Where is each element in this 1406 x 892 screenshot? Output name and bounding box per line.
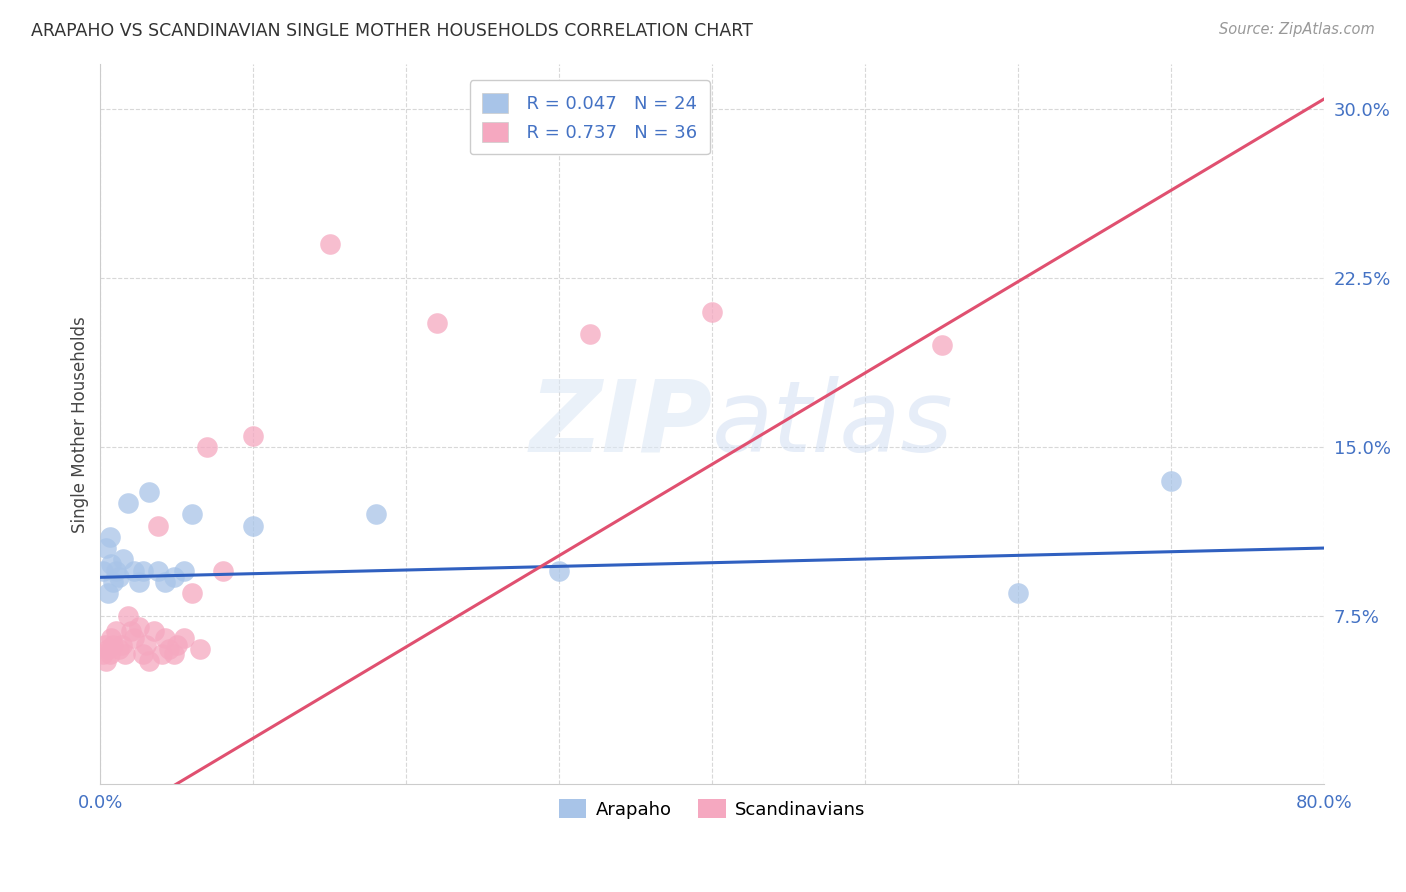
Point [1160,474,1182,488]
Point [107,570,129,584]
Point [101,574,124,589]
Point [111,638,134,652]
Point [700,304,723,318]
Legend: Arapaho, Scandinavians: Arapaho, Scandinavians [553,791,872,826]
Point [98,647,121,661]
Point [96,654,118,668]
Point [426,316,449,330]
Y-axis label: Single Mother Households: Single Mother Households [72,316,89,533]
Point [104,624,127,639]
Point [138,654,160,668]
Point [98,530,121,544]
Point [132,564,155,578]
Point [173,564,195,578]
Point [148,564,170,578]
Point [242,428,264,442]
Point [548,564,571,578]
Point [100,631,122,645]
Point [93,564,115,578]
Point [197,440,219,454]
Point [166,638,188,652]
Point [153,631,176,645]
Point [150,647,173,661]
Point [112,552,135,566]
Point [122,564,145,578]
Point [319,237,342,252]
Point [163,570,186,584]
Point [173,631,195,645]
Point [188,642,211,657]
Point [153,574,176,589]
Point [120,624,142,639]
Point [242,518,264,533]
Point [157,642,180,657]
Point [578,327,600,342]
Point [128,574,150,589]
Point [142,624,165,639]
Point [181,586,204,600]
Text: ARAPAHO VS SCANDINAVIAN SINGLE MOTHER HOUSEHOLDS CORRELATION CHART: ARAPAHO VS SCANDINAVIAN SINGLE MOTHER HO… [31,22,752,40]
Point [117,608,139,623]
Point [94,638,117,652]
Point [135,638,157,652]
Text: atlas: atlas [711,376,953,473]
Point [132,647,155,661]
Point [93,647,115,661]
Point [931,338,953,352]
Point [100,557,122,571]
Point [163,647,186,661]
Point [1007,586,1029,600]
Point [104,564,127,578]
Point [117,496,139,510]
Point [128,620,150,634]
Text: Source: ZipAtlas.com: Source: ZipAtlas.com [1219,22,1375,37]
Point [138,484,160,499]
Point [148,518,170,533]
Point [364,508,387,522]
Point [211,564,233,578]
Point [114,647,136,661]
Point [101,638,124,652]
Point [97,642,120,657]
Point [122,631,145,645]
Point [97,586,120,600]
Point [96,541,118,555]
Point [181,508,204,522]
Text: ZIP: ZIP [529,376,711,473]
Point [107,642,129,657]
